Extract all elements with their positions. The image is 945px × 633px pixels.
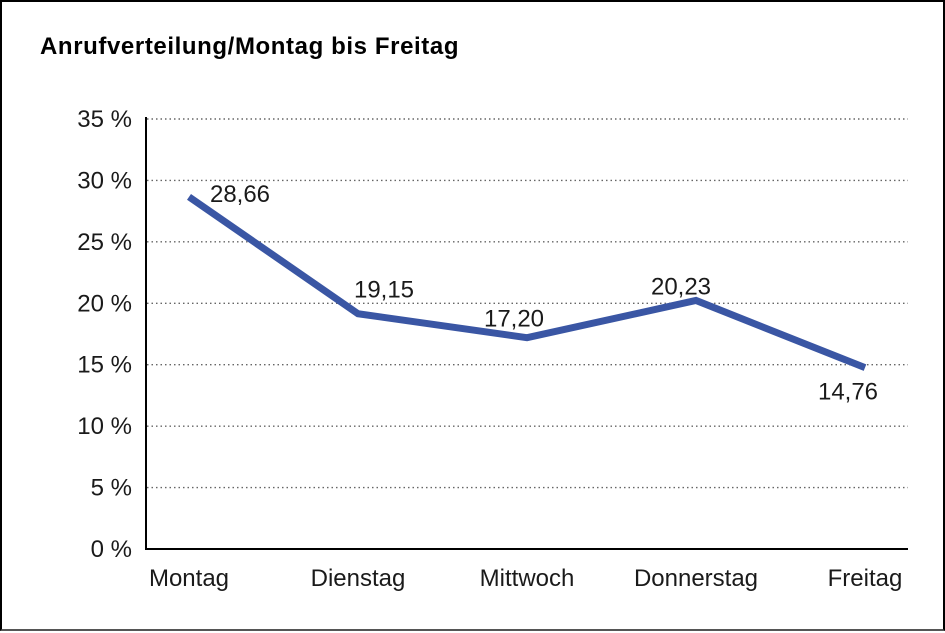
y-tick-label: 5 %	[91, 475, 132, 502]
y-tick-label: 0 %	[91, 536, 132, 563]
y-tick-label: 35 %	[77, 106, 132, 133]
data-point-label: 20,23	[651, 273, 711, 300]
y-tick-label: 15 %	[77, 352, 132, 379]
data-point-label: 28,66	[210, 181, 270, 208]
y-tick-label: 25 %	[77, 229, 132, 256]
y-tick-label: 30 %	[77, 167, 132, 194]
x-tick-label: Freitag	[828, 565, 903, 592]
x-tick-label: Dienstag	[311, 565, 406, 592]
data-point-label: 19,15	[354, 277, 414, 304]
chart-title: Anrufverteilung/Montag bis Freitag	[40, 33, 460, 60]
data-line	[187, 194, 867, 371]
y-tick-label: 20 %	[77, 290, 132, 317]
x-tick-label: Mittwoch	[480, 565, 575, 592]
data-point-label: 14,76	[818, 379, 878, 406]
x-tick-label: Montag	[149, 565, 229, 592]
y-tick-label: 10 %	[77, 413, 132, 440]
data-point-label: 17,20	[484, 306, 544, 333]
x-tick-label: Donnerstag	[634, 565, 758, 592]
